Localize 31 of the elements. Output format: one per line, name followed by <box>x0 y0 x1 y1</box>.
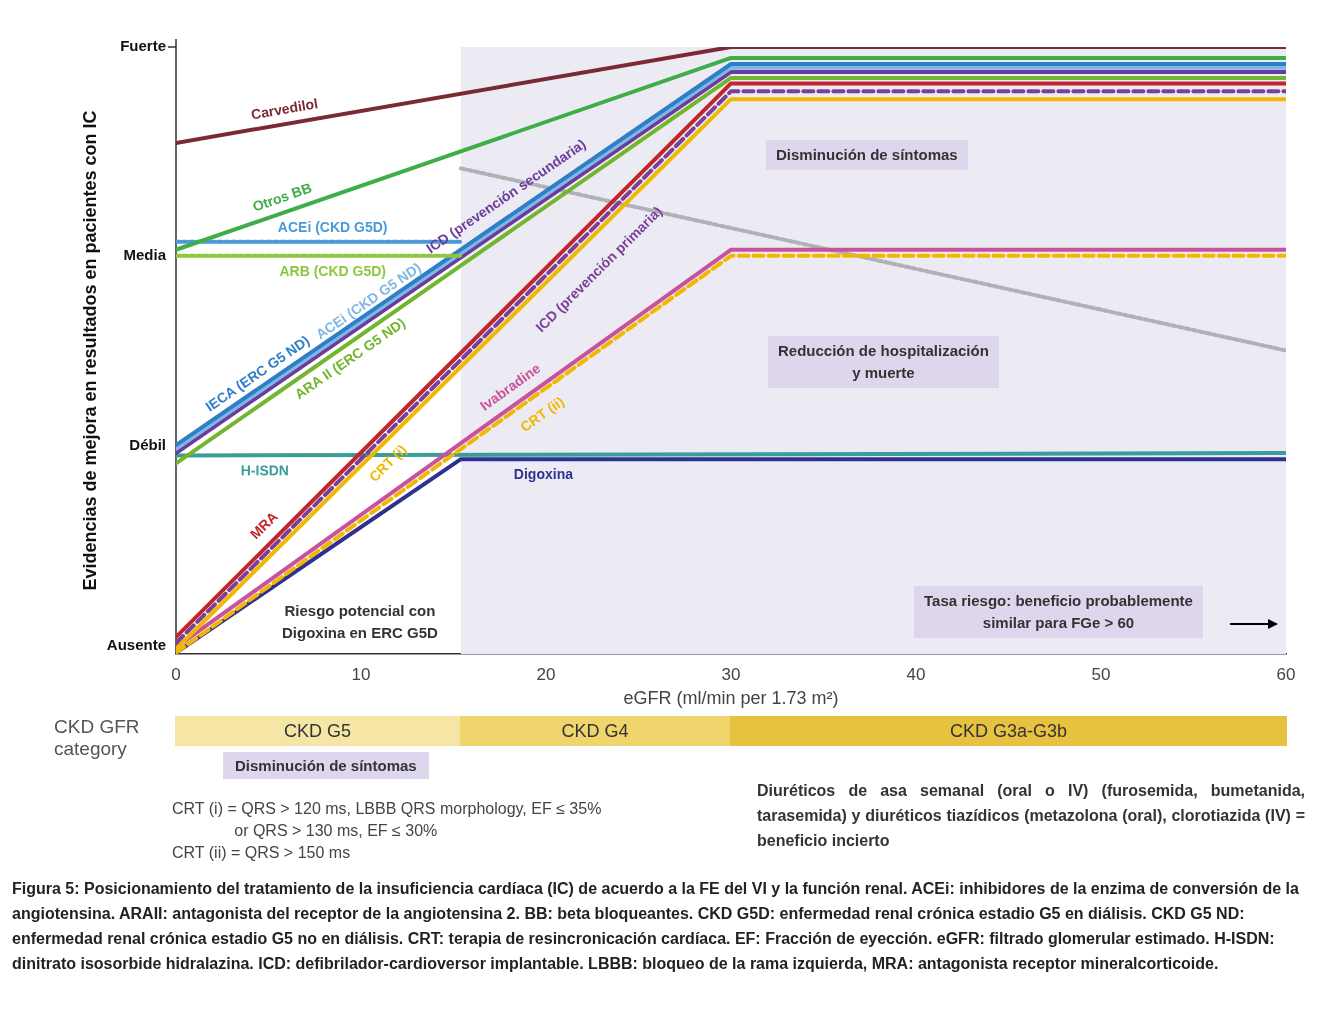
x-tick-label: 40 <box>906 664 926 684</box>
annotation: Tasa riesgo: beneficio probablemente similar para FGe > 60 <box>914 586 1203 638</box>
text: CRT (i) = QRS > 120 ms, LBBB QRS morphology, EF ≤ 35% or QRS > 130 ms, EF ≤ 30% CRT (ii) = QRS > 150 ms <box>172 799 602 863</box>
annotation: Disminución de síntomas <box>766 140 968 170</box>
x-axis-title: eGFR (ml/min per 1.73 m²) <box>623 688 839 709</box>
text: CKD GFR category <box>54 716 140 760</box>
text: Media <box>122 246 166 263</box>
x-tick-label: 0 <box>171 664 181 684</box>
text: Otros BB <box>250 179 314 215</box>
text: CKD G4 <box>460 716 730 746</box>
series-label: ARB (CKD G5D) <box>279 262 386 279</box>
series-label: Digoxina <box>513 466 574 483</box>
x-tick-label: 50 <box>1091 664 1111 684</box>
series-label: H-ISDN <box>240 462 289 479</box>
text: Disminución de síntomas <box>223 752 429 779</box>
x-tick-label: 20 <box>536 664 556 684</box>
x-tick-label: 10 <box>351 664 371 684</box>
series-label: ACEi (CKD G5D) <box>277 218 388 235</box>
text: Diuréticos de asa semanal (oral o IV) (furosemida, bumetanida, tarasemida) y diuréticos tiazídicos (metazolona (oral), clorotiazida (IV) = beneficio incierto <box>757 781 1305 851</box>
x-tick-label: 60 <box>1276 664 1296 684</box>
text: Figura 5: Posicionamiento del tratamiento de la insuficiencia cardíaca (IC) de acuerdo a la FE del VI y la función renal. ACEi: inhibidores de la enzima de conversión de la angiotensina. ARAII: antagonista del receptor de la angiotensina 2. BB: beta bloqueantes. CKD G5D: enfermedad renal crónica estadio G5 en diálisis. CKD G5 ND: enfermedad renal crónica estadio G5 no en diálisis. CRT: terapia de resincronicación cardíaca. EF: Fracción de eyección. eGFR: filtrado glomerular estimado. H-ISDN: dinitrato isosorbide hidralazina. ICD: defibrilador-cardioversor implantable. LBBB: bloqueo de la rama izquierda, MRA: antagonista receptor mineralcorticoide. <box>12 879 1300 974</box>
text: CKD G5 <box>175 716 460 746</box>
x-tick-label: 30 <box>721 664 741 684</box>
text: CKD G3a-G3b <box>730 716 1287 746</box>
text: Fuerte <box>119 37 166 54</box>
text: Débil <box>128 436 166 453</box>
annotation: Riesgo potencial con Digoxina en ERC G5D <box>272 596 448 648</box>
text: Ausente <box>106 636 166 653</box>
annotation: Reducción de hospitalización y muerte <box>768 336 999 388</box>
text: Carvedilol <box>249 95 320 123</box>
y-axis-title: Evidencias de mejora en resultados en pacientes con IC <box>80 110 100 591</box>
